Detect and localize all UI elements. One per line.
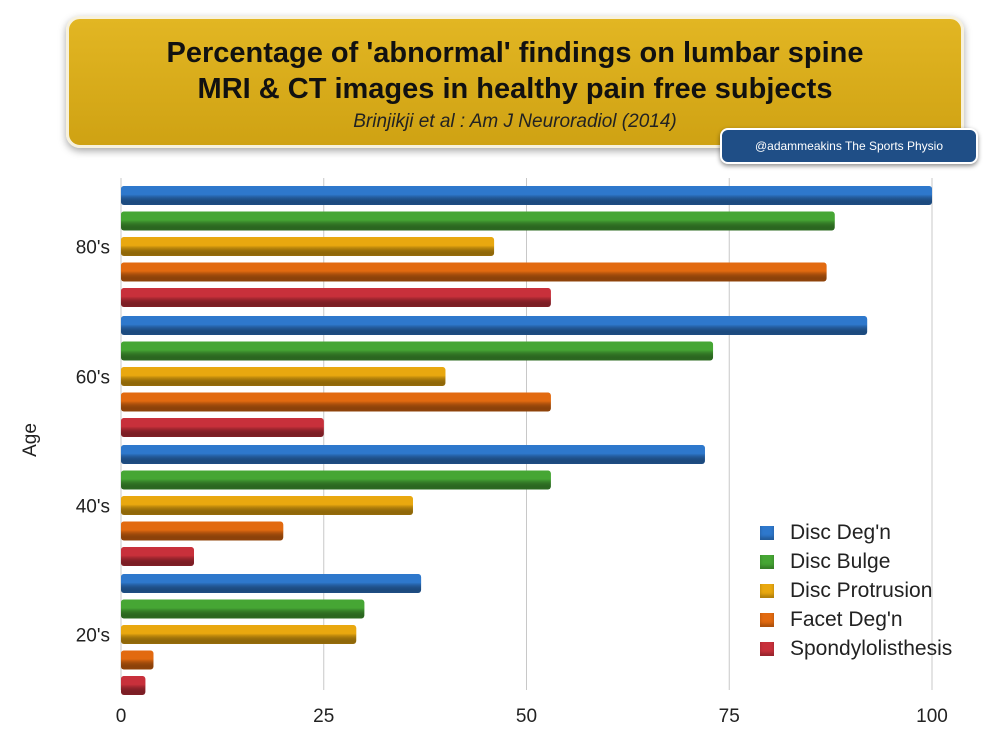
bar-shading: [121, 186, 932, 205]
y-axis-label: Age: [20, 423, 41, 457]
y-category-label: 80's: [76, 238, 110, 259]
bar-shading: [121, 496, 413, 515]
bar-shading: [121, 470, 551, 490]
bar-shading: [121, 341, 714, 361]
bar-shading: [121, 650, 154, 670]
legend-swatch: [760, 554, 774, 569]
bar-shading: [121, 262, 827, 282]
legend-item: Disc Bulge: [760, 547, 952, 576]
x-tick-label: 50: [516, 706, 537, 727]
bar-shading: [121, 392, 551, 412]
legend-item: Disc Deg'n: [760, 518, 952, 547]
bar-shading: [121, 574, 422, 593]
bar-shading: [121, 316, 868, 335]
x-tick-label: 100: [916, 706, 948, 727]
legend-swatch: [760, 612, 774, 627]
bars: [121, 186, 932, 695]
bar-shading: [121, 237, 495, 256]
legend-item: Disc Protrusion: [760, 576, 952, 605]
x-tick-label: 75: [719, 706, 740, 727]
legend-item: Spondylolisthesis: [760, 634, 952, 663]
legend-swatch: [760, 641, 774, 656]
bar-shading: [121, 445, 705, 464]
chart-title-line-2: MRI & CT images in healthy pain free sub…: [197, 73, 833, 105]
bar-shading: [121, 418, 324, 437]
bar-shading: [121, 599, 365, 619]
chart-title-line-1: Percentage of 'abnormal' findings on lum…: [166, 37, 864, 69]
legend: Disc Deg'n Disc Bulge Disc Protrusion Facet…: [760, 518, 952, 663]
legend-label: Facet Deg'n: [790, 607, 903, 631]
y-category-label: 40's: [76, 497, 110, 518]
y-category-label: 60's: [76, 368, 110, 389]
bar-shading: [121, 211, 835, 231]
y-category-label: 20's: [76, 626, 110, 647]
bar-shading: [121, 521, 284, 541]
x-axis-ticks: 0 25 50 75 100: [116, 706, 948, 727]
credit-badge: @adammeakins The Sports Physio: [720, 128, 978, 164]
x-tick-label: 25: [313, 706, 334, 727]
y-axis-categories: 80's 60's 40's 20's: [76, 238, 110, 647]
bar-shading: [121, 676, 146, 695]
legend-item: Facet Deg'n: [760, 605, 952, 634]
bar-shading: [121, 625, 357, 644]
bar-shading: [121, 288, 551, 307]
legend-swatch: [760, 583, 774, 598]
legend-label: Disc Deg'n: [790, 520, 891, 544]
chart-subtitle: Brinjikji et al : Am J Neuroradiol (2014…: [353, 111, 677, 132]
bar-shading: [121, 367, 446, 386]
legend-label: Spondylolisthesis: [790, 636, 953, 660]
x-tick-label: 0: [116, 706, 127, 727]
legend-swatch: [760, 525, 774, 540]
title-box: Percentage of 'abnormal' findings on lum…: [66, 16, 964, 148]
bar-shading: [121, 547, 194, 566]
legend-label: Disc Bulge: [790, 549, 891, 573]
legend-label: Disc Protrusion: [790, 578, 933, 602]
